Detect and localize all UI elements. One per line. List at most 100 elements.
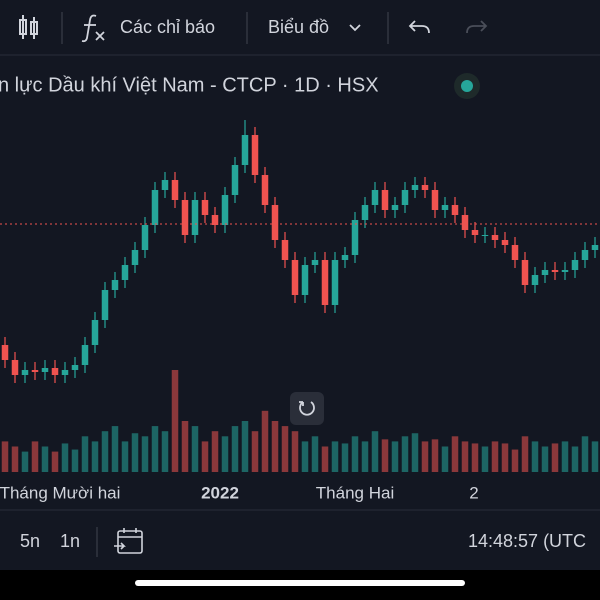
candle-body bbox=[421, 185, 429, 190]
candle-body bbox=[521, 260, 529, 285]
candle-body bbox=[531, 275, 539, 285]
volume-bar bbox=[571, 446, 579, 472]
clock: 14:48:57 (UTC bbox=[468, 531, 586, 551]
x-tick-label: 2 bbox=[469, 483, 478, 502]
candle-body bbox=[401, 190, 409, 205]
candle-body bbox=[571, 260, 579, 270]
volume-bar bbox=[81, 436, 89, 472]
volume-bar bbox=[281, 426, 289, 472]
volume-bar bbox=[221, 436, 229, 472]
volume-bar bbox=[1, 441, 9, 472]
volume-bar bbox=[511, 449, 519, 472]
volume-bar bbox=[31, 441, 39, 472]
candle-body bbox=[121, 265, 129, 280]
candle-body bbox=[91, 320, 99, 345]
candle-body bbox=[201, 200, 209, 215]
redo-icon[interactable] bbox=[466, 20, 488, 34]
volume-bar bbox=[201, 441, 209, 472]
reset-icon bbox=[299, 401, 315, 416]
volume-bar bbox=[191, 426, 199, 472]
volume-bar bbox=[331, 441, 339, 472]
volume-bar bbox=[261, 410, 269, 472]
candle-body bbox=[411, 185, 419, 190]
status-dot bbox=[461, 80, 473, 92]
candle-body bbox=[171, 180, 179, 200]
volume-bar bbox=[321, 446, 329, 472]
candle-body bbox=[461, 215, 469, 230]
candle-body bbox=[431, 190, 439, 210]
volume-bar bbox=[291, 431, 299, 472]
volume-bar bbox=[461, 441, 469, 472]
volume-bar bbox=[101, 431, 109, 472]
calendar-icon[interactable] bbox=[114, 528, 143, 554]
candle-body bbox=[271, 205, 279, 240]
volume-bar bbox=[211, 431, 219, 472]
volume-bar bbox=[531, 441, 539, 472]
candle-body bbox=[191, 200, 199, 235]
volume-bar bbox=[311, 436, 319, 472]
volume-bar bbox=[21, 451, 29, 472]
candle-body bbox=[231, 165, 239, 195]
volume-bar bbox=[231, 426, 239, 472]
candle-body bbox=[501, 240, 509, 245]
candle-body bbox=[581, 250, 589, 260]
volume-bar bbox=[341, 443, 349, 472]
chart-type-button[interactable]: Biểu đồ bbox=[268, 17, 329, 37]
range-button[interactable]: 1n bbox=[60, 531, 80, 551]
candle-body bbox=[481, 235, 489, 236]
candle-body bbox=[221, 195, 229, 225]
chevron-icon[interactable] bbox=[349, 24, 361, 32]
candle-body bbox=[371, 190, 379, 205]
candle-body bbox=[51, 368, 59, 375]
candle-body bbox=[151, 190, 159, 225]
volume-bar bbox=[421, 441, 429, 472]
candle-body bbox=[71, 365, 79, 370]
volume-bar bbox=[51, 451, 59, 472]
fx-icon[interactable] bbox=[81, 14, 105, 43]
candle-body bbox=[381, 190, 389, 210]
candle-body bbox=[261, 175, 269, 205]
indicators-button[interactable]: Các chỉ báo bbox=[120, 17, 215, 37]
volume-bar bbox=[451, 436, 459, 472]
candle-body bbox=[331, 260, 339, 305]
candle-body bbox=[241, 135, 249, 165]
volume-bar bbox=[111, 426, 119, 472]
candle-body bbox=[251, 135, 259, 175]
undo-icon[interactable] bbox=[408, 20, 430, 34]
candle-body bbox=[321, 260, 329, 305]
candle-body bbox=[361, 205, 369, 220]
candle-body bbox=[1, 345, 9, 360]
x-tick-label: Tháng Hai bbox=[316, 483, 394, 502]
volume-bar bbox=[171, 370, 179, 472]
reset-button[interactable] bbox=[290, 392, 324, 425]
volume-bar bbox=[141, 436, 149, 472]
candles-icon[interactable] bbox=[19, 15, 38, 39]
range-button[interactable]: 5n bbox=[20, 531, 40, 551]
candle-body bbox=[511, 245, 519, 260]
volume-bar bbox=[581, 436, 589, 472]
volume-bar bbox=[41, 446, 49, 472]
volume-bar bbox=[11, 446, 19, 472]
volume-bar bbox=[391, 441, 399, 472]
volume-bar bbox=[561, 441, 569, 472]
app-bg bbox=[0, 0, 600, 570]
candle-body bbox=[131, 250, 139, 265]
candle-body bbox=[291, 260, 299, 295]
volume-bar bbox=[491, 441, 499, 472]
candle-body bbox=[341, 255, 349, 260]
candle-body bbox=[551, 270, 559, 272]
volume-bar bbox=[251, 431, 259, 472]
volume-bar bbox=[71, 449, 79, 472]
volume-bar bbox=[91, 441, 99, 472]
candle-body bbox=[161, 180, 169, 190]
candle-body bbox=[211, 215, 219, 225]
volume-bar bbox=[121, 441, 129, 472]
volume-bar bbox=[401, 436, 409, 472]
volume-bar bbox=[271, 421, 279, 472]
volume-bar bbox=[381, 439, 389, 472]
candle-body bbox=[491, 235, 499, 240]
x-tick-label: Tháng Mười hai bbox=[0, 483, 120, 502]
volume-bar bbox=[431, 439, 439, 472]
